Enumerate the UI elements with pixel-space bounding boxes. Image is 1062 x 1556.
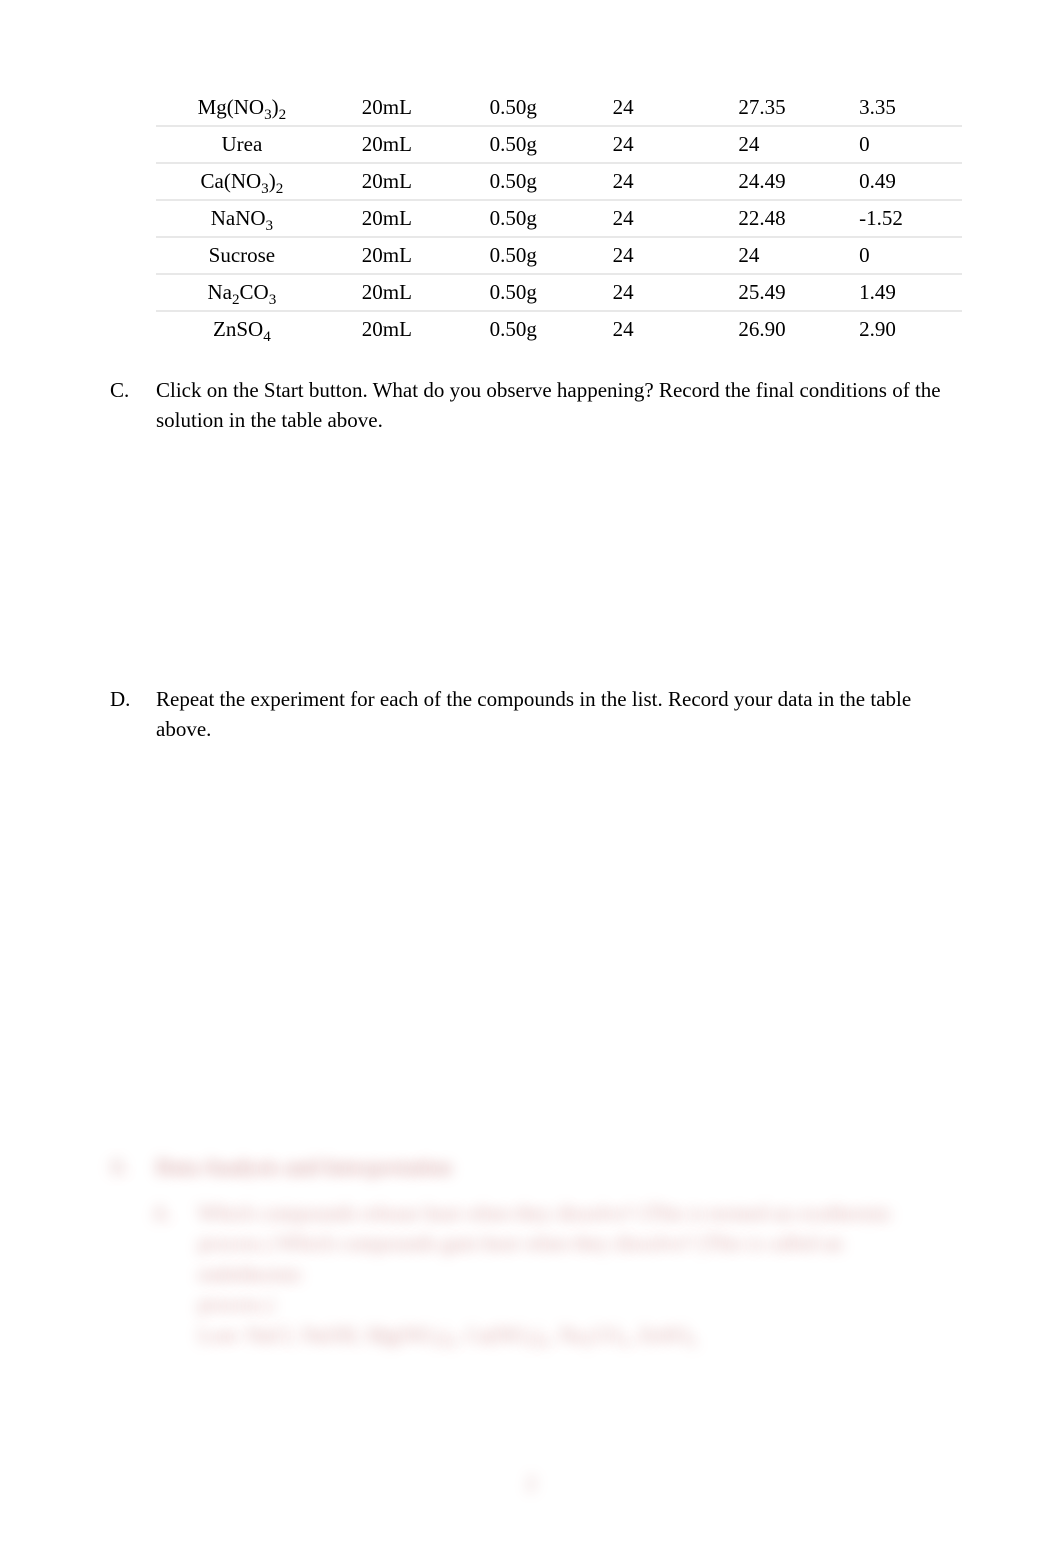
cell-compound: Ca(NO3)2 (156, 163, 328, 200)
data-table-body: Mg(NO3)220mL0.50g2427.353.35Urea20mL0.50… (156, 90, 962, 347)
cell-mass: 0.50g (456, 90, 593, 126)
cell-t-final: 24 (708, 126, 845, 163)
table-row: NaNO320mL0.50g2422.48-1.52 (156, 200, 962, 237)
cell-delta-t: 0.49 (845, 163, 962, 200)
cell-delta-t: 1.49 (845, 274, 962, 311)
section-ii-a-letter: A. (152, 1198, 198, 1350)
blurred-line-2: process.) Which compounds gain heat when… (198, 1231, 843, 1285)
cell-mass: 0.50g (456, 163, 593, 200)
section-ii-title: Data Analysis and Interpretation (156, 1155, 962, 1180)
blurred-line-1: Which compounds release heat when they d… (198, 1201, 893, 1225)
cell-volume: 20mL (328, 274, 456, 311)
table-row: Urea20mL0.50g24240 (156, 126, 962, 163)
table-row: Ca(NO3)220mL0.50g2424.490.49 (156, 163, 962, 200)
cell-volume: 20mL (328, 90, 456, 126)
cell-mass: 0.50g (456, 200, 593, 237)
table-row: Mg(NO3)220mL0.50g2427.353.35 (156, 90, 962, 126)
item-c-text: Click on the Start button. What do you o… (156, 375, 962, 436)
cell-volume: 20mL (328, 163, 456, 200)
section-ii-a-body: Which compounds release heat when they d… (198, 1198, 962, 1350)
section-ii-roman: II. (100, 1155, 156, 1180)
section-ii-heading: II. Data Analysis and Interpretation (100, 1155, 962, 1180)
item-d-text: Repeat the experiment for each of the co… (156, 684, 962, 745)
cell-volume: 20mL (328, 200, 456, 237)
table-row: Na2CO320mL0.50g2425.491.49 (156, 274, 962, 311)
table-row: ZnSO420mL0.50g2426.902.90 (156, 311, 962, 347)
table-row: Sucrose20mL0.50g24240 (156, 237, 962, 274)
cell-compound: NaNO3 (156, 200, 328, 237)
item-d-letter: D. (100, 684, 156, 745)
blurred-line-4: Lost: NaCl, NaOH, Mg(NO3)2, Ca(NO3)2, Na… (198, 1323, 696, 1347)
cell-t-final: 24 (708, 237, 845, 274)
cell-compound: ZnSO4 (156, 311, 328, 347)
page-number: 2 (0, 1471, 1062, 1496)
cell-t-initial: 24 (593, 200, 709, 237)
cell-compound: Urea (156, 126, 328, 163)
cell-t-initial: 24 (593, 274, 709, 311)
cell-mass: 0.50g (456, 311, 593, 347)
item-c-letter: C. (100, 375, 156, 436)
cell-volume: 20mL (328, 237, 456, 274)
cell-compound: Na2CO3 (156, 274, 328, 311)
spacer (100, 745, 962, 1155)
cell-mass: 0.50g (456, 126, 593, 163)
cell-compound: Mg(NO3)2 (156, 90, 328, 126)
cell-delta-t: 2.90 (845, 311, 962, 347)
cell-delta-t: 3.35 (845, 90, 962, 126)
cell-t-final: 24.49 (708, 163, 845, 200)
blurred-line-3: process.) (198, 1292, 273, 1316)
item-d: D. Repeat the experiment for each of the… (100, 684, 962, 745)
cell-mass: 0.50g (456, 274, 593, 311)
cell-delta-t: 0 (845, 237, 962, 274)
spacer (100, 436, 962, 656)
cell-t-final: 26.90 (708, 311, 845, 347)
cell-t-initial: 24 (593, 237, 709, 274)
cell-t-final: 25.49 (708, 274, 845, 311)
cell-t-initial: 24 (593, 311, 709, 347)
cell-t-final: 22.48 (708, 200, 845, 237)
cell-t-initial: 24 (593, 126, 709, 163)
cell-compound: Sucrose (156, 237, 328, 274)
cell-delta-t: 0 (845, 126, 962, 163)
cell-mass: 0.50g (456, 237, 593, 274)
item-c: C. Click on the Start button. What do yo… (100, 375, 962, 436)
cell-delta-t: -1.52 (845, 200, 962, 237)
section-ii-item-a: A. Which compounds release heat when the… (100, 1198, 962, 1350)
cell-t-initial: 24 (593, 90, 709, 126)
cell-t-final: 27.35 (708, 90, 845, 126)
cell-t-initial: 24 (593, 163, 709, 200)
cell-volume: 20mL (328, 126, 456, 163)
cell-volume: 20mL (328, 311, 456, 347)
data-table: Mg(NO3)220mL0.50g2427.353.35Urea20mL0.50… (156, 90, 962, 347)
